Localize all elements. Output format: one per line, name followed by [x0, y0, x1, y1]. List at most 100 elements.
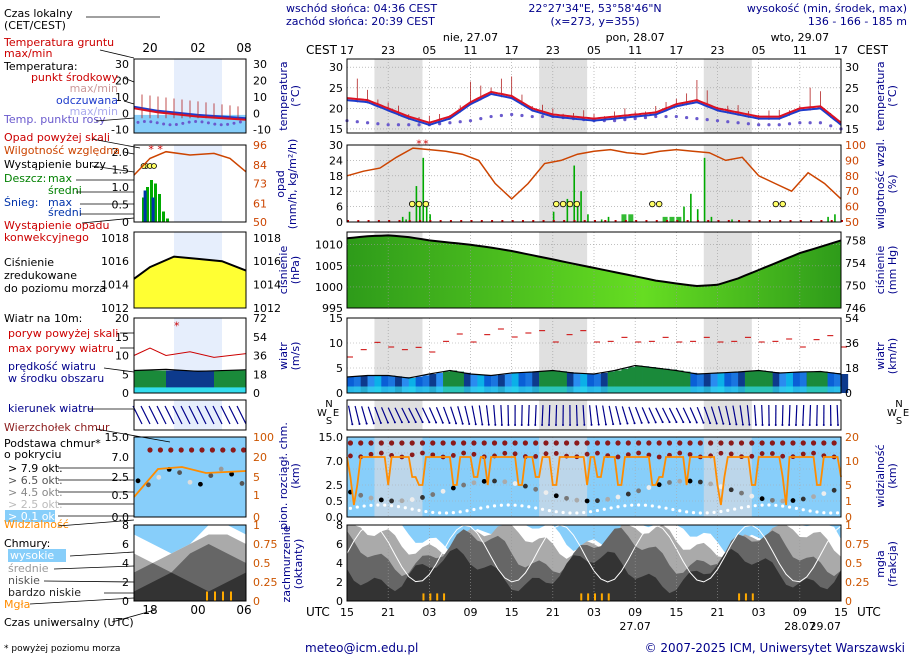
- wind-direction-arrow: [549, 405, 550, 425]
- cloud-base-dot-low: [356, 505, 359, 508]
- temp-ytick: 15: [329, 123, 343, 136]
- rain-mean-bar: [628, 214, 633, 222]
- rain-bar: [422, 158, 424, 222]
- cloud-base-dot-low: [383, 504, 386, 507]
- dew-point-dot: [788, 122, 791, 125]
- temp-axis-label: (°C): [289, 85, 302, 107]
- cloud-top-dot: [544, 451, 549, 456]
- dew-point-dot: [695, 117, 698, 120]
- cloud-top-dot: [801, 440, 806, 445]
- legend-gust-max: max porywy wiatru: [8, 342, 114, 355]
- cloud-base-dot-low: [616, 505, 619, 508]
- dew-point-dot: [726, 120, 729, 123]
- cloud-base-dot-low: [678, 509, 681, 512]
- fog-bar: [587, 593, 589, 601]
- utc-tick: 15: [505, 606, 519, 619]
- press-ytick: 1010: [315, 239, 343, 252]
- cloud-base-dot: [451, 486, 456, 491]
- dew-point-dot: [510, 113, 513, 116]
- rh-ytick: 50: [845, 216, 859, 229]
- cloud-base-dot-low: [747, 505, 750, 508]
- cloud-top-dot: [657, 455, 662, 460]
- cloud-top-dot: [759, 440, 764, 445]
- cloud-base-dot-low: [479, 507, 482, 510]
- cb-ytick: 15.0: [319, 431, 344, 444]
- cloud-base-dot-low: [507, 503, 510, 506]
- storm-marker: [416, 201, 422, 207]
- cloud-top-dot: [687, 440, 692, 445]
- cloud-top-dot: [461, 440, 466, 445]
- cloud-base-dot-low: [562, 511, 565, 514]
- cloud-base-dot-low: [712, 511, 715, 514]
- legend-rh: Wilgotność względna: [4, 144, 120, 157]
- rain-above-scale: *: [416, 138, 422, 151]
- cloud-top-dot: [729, 452, 734, 457]
- cl-ytick: 4: [336, 557, 343, 570]
- dew-point-dot: [778, 123, 781, 126]
- night-band: [374, 59, 422, 133]
- dew-point-dot: [356, 120, 359, 123]
- dew-point-dot: [736, 121, 739, 124]
- cest-tick: 11: [464, 44, 478, 57]
- cloud-top-dot: [749, 454, 754, 459]
- cest-label-right: CEST: [857, 43, 889, 57]
- cloud-base-dot-low: [575, 511, 578, 514]
- cest-tick: 11: [628, 44, 642, 57]
- rh-axis-label: (%): [886, 174, 899, 193]
- cest-label: CEST: [306, 43, 338, 57]
- cest-tick: 11: [793, 44, 807, 57]
- cest-tick: 17: [505, 44, 519, 57]
- cloud-base-dot: [492, 479, 497, 484]
- storm-marker: [423, 201, 429, 207]
- cloud-base-dot: [832, 488, 837, 493]
- cloud-top-dot: [492, 440, 497, 445]
- cloud-base-dot: [739, 491, 744, 496]
- cloud-base-dot-low: [527, 505, 530, 508]
- vis-ytick: 1: [845, 495, 852, 508]
- dew-point-dot: [407, 123, 410, 126]
- storm-marker: [553, 201, 559, 207]
- cloud-base-dot: [688, 479, 693, 484]
- cloud-base-dot-low: [658, 505, 661, 508]
- dew-point-dot: [747, 122, 750, 125]
- rain-bar: [587, 214, 589, 222]
- date-bottom: 27.07: [619, 620, 651, 633]
- legend-fog-ytick: 0.25: [253, 576, 278, 589]
- cloud-base-dot-low: [664, 507, 667, 510]
- cloud-top-dot: [440, 440, 445, 445]
- cloud-top-dot: [533, 454, 538, 459]
- utc-label-right: UTC: [857, 605, 881, 619]
- cloud-base-dot-low: [774, 504, 777, 507]
- legend-cl-high: wysokie: [10, 549, 54, 562]
- dew-point-dot: [664, 115, 667, 118]
- cloud-base-dot-low: [829, 511, 832, 514]
- dew-point-dot: [489, 115, 492, 118]
- rain-ytick: 0: [336, 216, 343, 229]
- cloud-top-dot: [780, 440, 785, 445]
- vis-ytick: 5: [845, 479, 852, 492]
- vis-axis-label: (km): [886, 463, 899, 489]
- dir-e-r: E: [903, 408, 909, 419]
- cloud-base-dot: [441, 489, 446, 494]
- legend-vis-ytick: 20: [253, 451, 267, 464]
- legend-cet-tick: 20: [142, 41, 157, 55]
- dew-point-dot: [706, 118, 709, 121]
- legend-press-ytick: 1016: [101, 255, 129, 268]
- cloud-top-dot: [595, 440, 600, 445]
- wind-ytick: 0: [336, 387, 343, 400]
- temp-ytick: 30: [329, 61, 343, 74]
- cloud-base-dot: [410, 497, 415, 502]
- storm-marker: [773, 201, 779, 207]
- rain-bar: [580, 191, 582, 222]
- cloud-base-dot: [698, 480, 703, 485]
- rain-bar: [704, 158, 706, 222]
- legend-rain: Deszcz:: [4, 172, 46, 185]
- night-band: [174, 400, 222, 430]
- cloud-base-dot: [564, 496, 569, 501]
- rain-ytick: 6: [336, 201, 343, 214]
- legend-rh-ytick: 61: [253, 198, 267, 211]
- wind-direction-arrow: [762, 405, 763, 425]
- cloud-base-dot-low: [445, 511, 448, 514]
- legend-gust-above: poryw powyżej skali: [8, 327, 118, 340]
- press-axis-label: (hPa): [289, 256, 302, 284]
